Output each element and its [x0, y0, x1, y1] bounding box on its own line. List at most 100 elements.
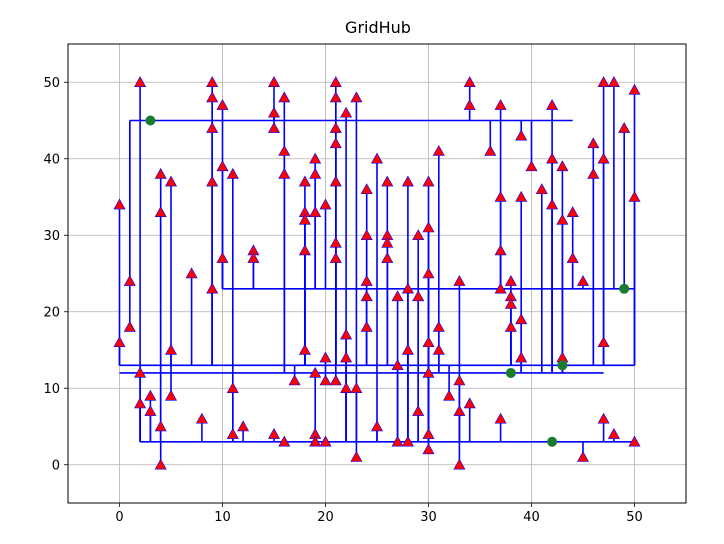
hub-marker	[505, 367, 516, 378]
terminal-marker	[370, 152, 384, 164]
terminal-marker	[309, 435, 322, 447]
terminal-marker	[319, 351, 332, 363]
terminal-marker	[422, 267, 435, 279]
chart-title: GridHub	[345, 18, 411, 37]
terminal-marker	[587, 137, 600, 149]
terminal-marker	[463, 99, 476, 110]
terminal-marker	[134, 397, 147, 409]
terminal-marker	[298, 343, 311, 355]
y-tick-label: 0	[52, 458, 60, 473]
terminal-marker	[298, 175, 311, 187]
terminal-marker	[381, 175, 394, 187]
x-tick-label: 10	[214, 510, 231, 525]
terminal-marker	[546, 198, 559, 210]
terminal-marker	[278, 91, 291, 103]
hub-marker	[145, 115, 156, 126]
terminal-marker	[484, 144, 497, 156]
terminal-marker	[576, 275, 590, 286]
terminal-marker	[515, 129, 528, 141]
x-tick-label: 50	[626, 510, 643, 525]
terminal-marker	[453, 458, 466, 470]
terminal-marker	[432, 320, 445, 332]
terminal-marker	[494, 99, 507, 110]
terminal-marker	[329, 374, 342, 386]
terminal-marker	[494, 244, 507, 256]
terminal-marker	[432, 144, 445, 156]
x-tick-label: 0	[115, 510, 123, 525]
terminal-marker	[556, 213, 569, 225]
terminal-marker	[237, 420, 250, 432]
terminal-marker	[401, 175, 414, 187]
terminal-marker	[453, 405, 466, 416]
terminal-marker	[566, 252, 579, 263]
y-tick-label: 40	[43, 152, 60, 167]
terminal-marker	[144, 405, 157, 416]
terminal-marker	[391, 435, 404, 447]
terminal-marker	[134, 76, 147, 87]
terminal-marker	[566, 206, 579, 217]
terminal-marker	[401, 343, 414, 355]
terminal-marker	[113, 336, 126, 348]
terminal-marker	[463, 76, 476, 87]
terminal-marker	[298, 244, 311, 256]
terminal-marker	[350, 450, 363, 462]
terminal-marker	[432, 343, 445, 355]
x-tick-label: 40	[523, 510, 540, 525]
terminal-marker	[278, 435, 291, 447]
terminal-marker	[329, 91, 342, 103]
terminal-marker	[422, 221, 435, 233]
terminal-marker	[401, 282, 414, 294]
terminal-marker	[267, 122, 281, 133]
terminal-marker	[144, 389, 157, 401]
terminal-marker	[309, 167, 322, 179]
plot-area-frame	[67, 43, 687, 504]
terminal-marker	[494, 412, 507, 424]
terminal-marker	[494, 282, 507, 294]
terminal-marker	[360, 229, 373, 240]
terminal-marker	[329, 252, 342, 263]
terminal-marker	[422, 336, 435, 348]
terminal-marker	[288, 374, 301, 386]
terminal-marker	[453, 374, 466, 386]
terminal-marker	[628, 190, 641, 202]
hub-marker	[619, 283, 630, 294]
terminal-marker	[350, 382, 363, 393]
terminal-marker	[298, 213, 311, 225]
terminal-marker	[422, 175, 435, 187]
terminal-marker	[360, 320, 373, 332]
terminal-marker	[206, 175, 219, 187]
terminal-marker	[329, 236, 342, 248]
terminal-marker	[597, 412, 610, 424]
terminal-marker	[226, 428, 239, 439]
axis-ticks: 0 10 20 30 40 50 0 10 20 30 40 50	[43, 76, 642, 525]
terminal-marker	[278, 144, 291, 156]
terminal-marker	[154, 420, 167, 432]
terminal-marker	[628, 83, 641, 95]
terminal-marker	[360, 275, 373, 286]
terminal-marker	[597, 76, 610, 87]
terminal-marker	[504, 275, 517, 286]
terminal-marker	[309, 152, 322, 164]
terminal-marker	[597, 152, 610, 164]
terminal-marker	[515, 351, 528, 363]
terminal-marker	[381, 252, 394, 263]
terminal-marker	[391, 290, 404, 302]
terminal-marker	[329, 76, 342, 87]
terminal-marker	[350, 91, 363, 103]
terminal-marker	[340, 382, 353, 393]
terminal-marker	[587, 167, 600, 179]
terminal-marker	[226, 167, 239, 179]
terminal-marker	[123, 275, 136, 286]
hub-marker	[547, 436, 558, 447]
terminal-marker	[515, 190, 528, 202]
terminal-marker	[185, 267, 198, 279]
terminal-marker	[319, 198, 332, 210]
terminal-marker	[381, 236, 394, 248]
terminal-marker	[463, 397, 476, 409]
terminal-marker	[309, 366, 322, 378]
terminal-marker	[267, 76, 281, 87]
terminal-marker	[370, 420, 384, 432]
terminal-marker	[422, 428, 435, 439]
y-tick-label: 10	[43, 382, 60, 397]
